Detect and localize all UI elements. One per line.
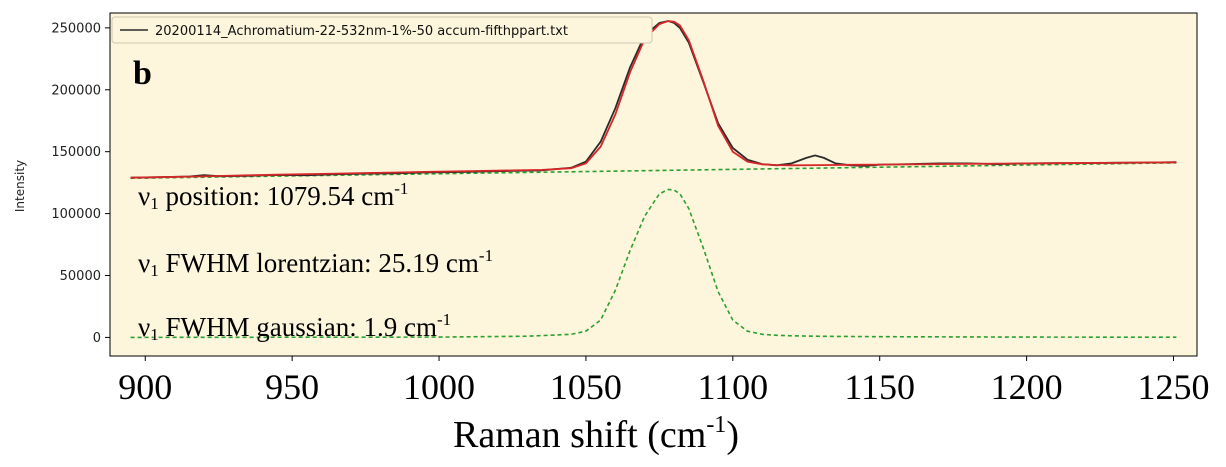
- x-tick-label: 1200: [991, 367, 1063, 407]
- series-line-2: [130, 162, 1177, 180]
- y-axis-label: Intensity: [13, 160, 27, 212]
- y-tick-label: 100000: [51, 207, 101, 222]
- annotation-fwhm-lorentzian: ν1 FWHM lorentzian: 25.19 cm-1: [138, 246, 493, 280]
- x-axis-label: Raman shift (cm-1): [453, 412, 739, 456]
- legend: 20200114_Achromatium-22-532nm-1%-50 accu…: [111, 16, 653, 44]
- x-tick-label: 1000: [403, 367, 475, 407]
- y-tick-label: 250000: [51, 21, 101, 36]
- y-tick-label: 0: [93, 331, 101, 346]
- x-axis: 900 950 1000 1050 1100 1150 1200 1250: [118, 356, 1209, 407]
- y-axis: 0 50000 100000 150000 200000 250000: [51, 21, 110, 346]
- series-line-3: [130, 188, 1177, 339]
- y-tick-label: 50000: [60, 269, 101, 284]
- plot-area: [109, 12, 1198, 357]
- legend-entry-label: 20200114_Achromatium-22-532nm-1%-50 accu…: [155, 24, 568, 39]
- y-tick-label: 150000: [51, 145, 101, 160]
- legend-box: [111, 16, 653, 44]
- x-tick-label: 1050: [550, 367, 622, 407]
- annotation-position: ν1 position: 1079.54 cm-1: [138, 179, 408, 213]
- x-tick-label: 1150: [844, 367, 915, 407]
- x-tick-label: 1100: [697, 367, 768, 407]
- x-tick-label: 900: [118, 367, 172, 407]
- x-tick-label: 1250: [1137, 367, 1209, 407]
- x-tick-label: 950: [265, 367, 319, 407]
- annotation-fwhm-gaussian: ν1 FWHM gaussian: 1.9 cm-1: [138, 310, 451, 344]
- panel-label: b: [133, 55, 152, 92]
- y-tick-label: 200000: [51, 83, 101, 98]
